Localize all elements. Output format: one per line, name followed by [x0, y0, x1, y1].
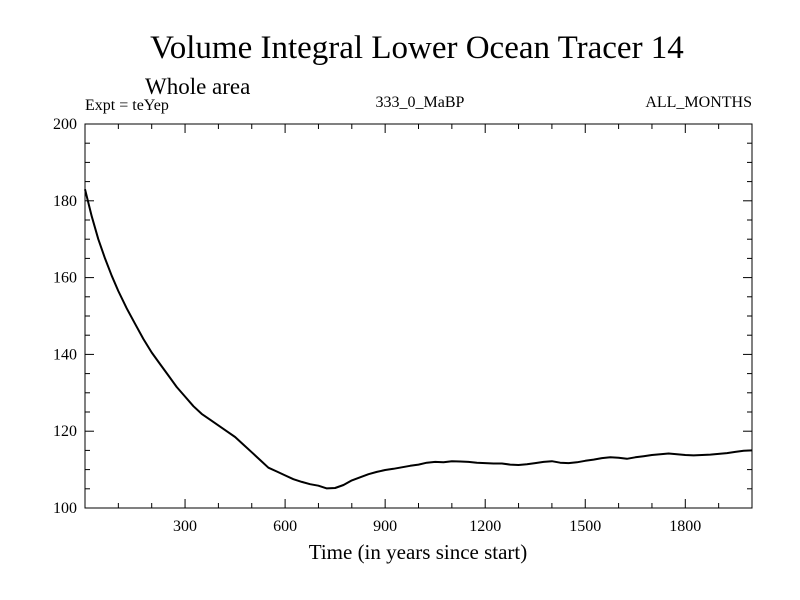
chart-subtitle: Whole area	[145, 74, 250, 99]
x-tick-label: 600	[273, 518, 297, 535]
series-line-0	[84, 189, 753, 490]
plot-frame	[84, 123, 753, 509]
experiment-label: Expt = teYep	[85, 97, 169, 114]
y-tick-label: 160	[53, 270, 77, 287]
y-tick-label: 100	[53, 500, 77, 517]
y-tick-label: 180	[53, 193, 77, 210]
chart-title: Volume Integral Lower Ocean Tracer 14	[150, 30, 684, 66]
y-tick-label: 120	[53, 423, 77, 440]
x-tick-label: 900	[373, 518, 397, 535]
x-axis-label: Time (in years since start)	[309, 540, 528, 564]
x-tick-label: 1500	[569, 518, 601, 535]
x-tick-label: 300	[173, 518, 197, 535]
x-tick-label: 1800	[669, 518, 701, 535]
y-tick-label: 140	[53, 346, 77, 363]
x-tick-label: 1200	[469, 518, 501, 535]
right-label: ALL_MONTHS	[645, 94, 752, 111]
center-label: 333_0_MaBP	[376, 94, 465, 111]
tick-labels: 300 600 900 1200 1500 1800 100 120 140 160 180 200	[53, 116, 701, 535]
data-series	[84, 189, 753, 490]
axis-ticks	[85, 123, 752, 509]
y-tick-label: 200	[53, 116, 77, 133]
